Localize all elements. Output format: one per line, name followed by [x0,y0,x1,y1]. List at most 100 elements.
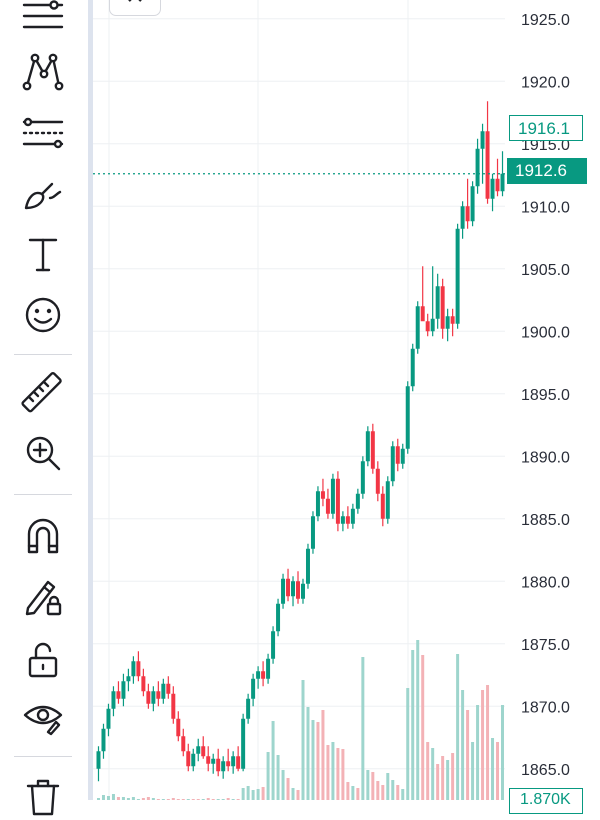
candle[interactable] [305,543,310,589]
candle[interactable] [310,511,315,554]
emoji-button[interactable] [18,290,68,340]
candle[interactable] [485,101,490,204]
candle[interactable] [196,738,201,762]
candle[interactable] [415,301,420,354]
candle[interactable] [206,746,211,772]
candle[interactable] [276,598,281,637]
close-button[interactable] [109,0,161,16]
candle[interactable] [111,686,116,717]
candle[interactable] [141,668,146,697]
candle[interactable] [271,626,276,664]
candle[interactable] [335,471,340,532]
text-button[interactable] [18,230,68,280]
candle[interactable] [241,713,246,772]
magnet-button[interactable] [18,512,68,562]
candle[interactable] [340,511,345,532]
candle[interactable] [370,423,375,474]
candle[interactable] [450,308,455,337]
candle[interactable] [156,681,161,707]
candle[interactable] [345,506,350,529]
candle[interactable] [131,656,136,684]
candle[interactable] [395,438,400,472]
candle[interactable] [266,653,271,684]
candle[interactable] [211,753,216,774]
candle[interactable] [256,666,261,689]
unlock-button[interactable] [18,634,68,684]
candle[interactable] [430,266,435,337]
hide-drawings-button[interactable] [18,690,68,740]
candle[interactable] [96,746,101,782]
lock-drawings-button[interactable] [18,572,68,622]
candle[interactable] [355,488,360,514]
candle[interactable] [116,681,121,704]
candle[interactable] [440,278,445,339]
candle[interactable] [106,703,111,737]
candle[interactable] [490,173,495,212]
candle[interactable] [495,158,500,197]
price-axis[interactable]: 1925.0 1920.0 1915.0 1910.0 1905.0 1900.0 1895… [521,12,570,779]
candle[interactable] [286,568,291,602]
fib-tools-button[interactable] [18,110,68,160]
candle[interactable] [151,686,156,712]
candle[interactable] [216,748,221,777]
candle[interactable] [221,756,226,779]
candle[interactable] [121,673,126,707]
candle[interactable] [380,486,385,527]
candle[interactable] [400,443,405,469]
chart-area[interactable]: 1925.0 1920.0 1915.0 1910.0 1905.0 1900.0 1895… [93,0,600,814]
candle[interactable] [390,441,395,487]
candle[interactable] [251,673,256,707]
candle[interactable] [360,456,365,499]
candle[interactable] [236,746,241,772]
candle[interactable] [410,343,415,392]
candle[interactable] [385,476,390,524]
candle[interactable] [176,711,181,742]
candle[interactable] [330,473,335,519]
candle[interactable] [136,651,141,682]
candle[interactable] [350,503,355,529]
candle[interactable] [320,478,325,507]
candle[interactable] [425,313,430,337]
candle[interactable] [171,686,176,724]
candle[interactable] [126,668,131,692]
zoom-in-button[interactable] [18,428,68,478]
pattern-tools-button[interactable] [18,46,68,96]
candle[interactable] [181,728,186,757]
candle[interactable] [226,748,231,772]
candle[interactable] [435,273,440,329]
candle[interactable] [460,201,465,239]
price-chart[interactable]: 1925.0 1920.0 1915.0 1910.0 1905.0 1900.0 1895… [93,0,600,800]
candle[interactable] [231,751,236,774]
candle[interactable] [146,683,151,709]
candle[interactable] [281,573,286,609]
trend-line-tools-button[interactable] [18,0,68,43]
candle[interactable] [191,748,196,772]
candle[interactable] [291,576,296,607]
trash-button[interactable] [18,770,68,820]
candle[interactable] [261,661,266,687]
candle[interactable] [201,736,206,759]
candle[interactable] [405,381,410,454]
candle[interactable] [166,676,171,699]
candle[interactable] [475,138,480,194]
candle[interactable] [365,426,370,467]
candle[interactable] [186,743,191,772]
candle[interactable] [500,151,505,197]
candle[interactable] [325,488,330,519]
candle[interactable] [161,678,166,704]
candle[interactable] [296,571,301,604]
candle[interactable] [300,578,305,604]
candle[interactable] [375,461,380,502]
brush-button[interactable] [18,170,68,220]
candlestick-series[interactable] [96,101,505,782]
candle[interactable] [480,123,485,184]
candle[interactable] [246,693,251,724]
candle[interactable] [315,486,320,522]
candle[interactable] [101,723,106,759]
candle[interactable] [420,266,425,322]
ruler-button[interactable] [18,370,68,420]
candle[interactable] [455,223,460,329]
candle[interactable] [470,181,475,227]
candle[interactable] [465,178,470,229]
candle[interactable] [445,308,450,342]
